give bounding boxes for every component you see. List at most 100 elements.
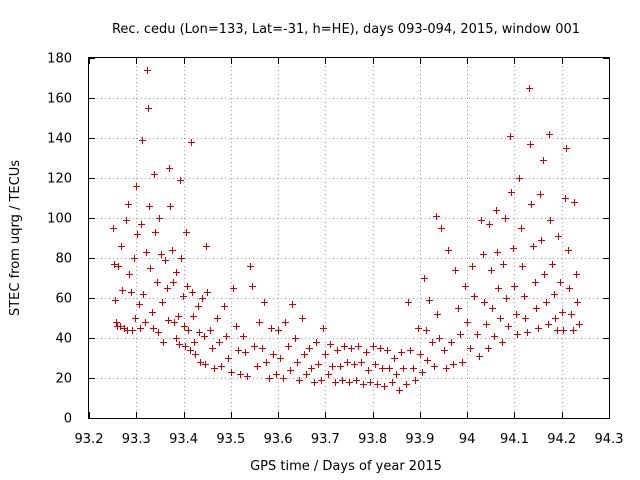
data-point: [151, 171, 158, 178]
data-point: [393, 371, 400, 378]
data-point: [275, 327, 282, 334]
data-point: [169, 247, 176, 254]
data-point: [526, 85, 533, 92]
x-tick-label: 93.8: [358, 432, 387, 447]
data-point: [469, 263, 476, 270]
data-point: [289, 301, 296, 308]
data-point: [360, 381, 367, 388]
data-point: [457, 331, 464, 338]
data-point: [259, 345, 266, 352]
data-point: [348, 345, 355, 352]
data-point: [167, 203, 174, 210]
data-point: [134, 231, 141, 238]
y-tick-label: 0: [64, 412, 72, 427]
data-point: [111, 261, 118, 268]
data-point: [294, 359, 301, 366]
data-point: [476, 353, 483, 360]
data-point: [549, 261, 556, 268]
data-point: [183, 229, 190, 236]
data-point: [559, 309, 566, 316]
data-point: [386, 365, 393, 372]
data-point: [576, 321, 583, 328]
data-point: [318, 377, 325, 384]
data-point: [400, 365, 407, 372]
data-point: [190, 313, 197, 320]
data-points: [110, 67, 583, 394]
data-point: [571, 199, 578, 206]
data-point: [175, 313, 182, 320]
data-point: [462, 283, 469, 290]
data-point: [488, 267, 495, 274]
data-point: [171, 319, 178, 326]
data-point: [209, 345, 216, 352]
data-point: [247, 263, 254, 270]
data-point: [191, 339, 198, 346]
data-point: [546, 131, 553, 138]
data-point: [407, 347, 414, 354]
data-point: [192, 351, 199, 358]
data-point: [332, 379, 339, 386]
data-point: [344, 359, 351, 366]
data-point: [218, 363, 225, 370]
data-point: [184, 283, 191, 290]
data-point: [128, 289, 135, 296]
data-point: [537, 191, 544, 198]
y-tick-label: 100: [47, 212, 72, 227]
data-point: [434, 311, 441, 318]
data-point: [429, 339, 436, 346]
data-point: [285, 343, 292, 350]
data-point: [346, 379, 353, 386]
data-point: [126, 271, 133, 278]
data-point: [240, 333, 247, 340]
data-point: [303, 371, 310, 378]
data-point: [187, 347, 194, 354]
data-point: [505, 323, 512, 330]
data-point: [268, 325, 275, 332]
data-point: [263, 359, 270, 366]
data-point: [514, 331, 521, 338]
data-point: [563, 145, 570, 152]
data-point: [405, 299, 412, 306]
data-point: [117, 323, 124, 330]
data-point: [540, 157, 547, 164]
data-point: [118, 243, 125, 250]
data-point: [196, 329, 203, 336]
data-point: [513, 311, 520, 318]
data-point: [459, 359, 466, 366]
data-point: [185, 327, 192, 334]
data-point: [443, 365, 450, 372]
data-point: [181, 323, 188, 330]
data-point: [132, 315, 139, 322]
data-point: [518, 225, 525, 232]
data-point: [155, 329, 162, 336]
data-point: [158, 251, 165, 258]
data-point: [173, 269, 180, 276]
axis-ticks: [89, 58, 610, 419]
data-point: [365, 367, 372, 374]
data-point: [143, 249, 150, 256]
data-point: [552, 315, 559, 322]
data-point: [202, 361, 209, 368]
data-point: [136, 301, 143, 308]
data-point: [415, 325, 422, 332]
data-point: [565, 247, 572, 254]
data-point: [299, 315, 306, 322]
data-point: [237, 371, 244, 378]
data-point: [493, 207, 500, 214]
data-point: [547, 217, 554, 224]
data-point: [560, 327, 567, 334]
data-point: [195, 303, 202, 310]
data-point: [516, 175, 523, 182]
data-point: [426, 297, 433, 304]
data-point: [334, 347, 341, 354]
data-point: [164, 285, 171, 292]
data-point: [530, 243, 537, 250]
data-point: [201, 333, 208, 340]
x-tick-label: 94: [459, 432, 476, 447]
data-point: [203, 243, 210, 250]
data-point: [244, 373, 251, 380]
data-point: [499, 339, 506, 346]
data-point: [538, 237, 545, 244]
x-tick-label: 93.4: [169, 432, 198, 447]
